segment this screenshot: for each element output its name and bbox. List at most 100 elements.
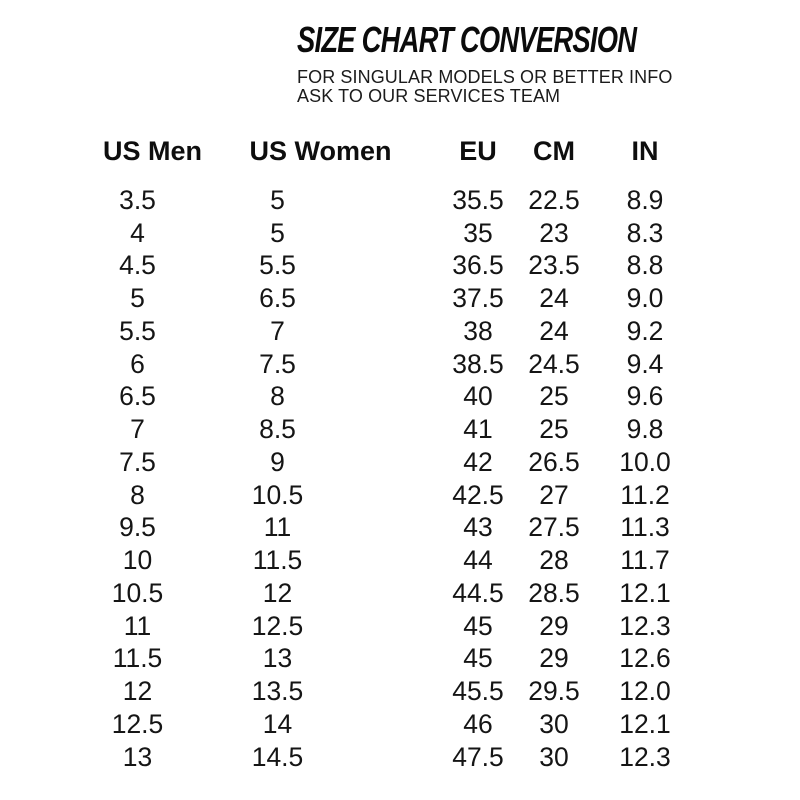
cell-cm: 28 <box>539 545 569 576</box>
cell-us-women: 12.5 <box>251 610 304 641</box>
cell-in: 8.3 <box>626 217 664 248</box>
cell-us-women: 13.5 <box>251 676 304 707</box>
cell-in: 12.3 <box>619 741 671 772</box>
header-cell-us-men: US Men <box>102 136 202 166</box>
cell-eu: 37.5 <box>452 283 504 314</box>
cell-us-men: 6.5 <box>119 381 156 412</box>
cell-eu: 42.5 <box>452 479 504 510</box>
cell-cm: 30 <box>539 708 569 739</box>
cell-us-women: 8 <box>270 381 285 412</box>
cell-in: 9.8 <box>626 414 664 445</box>
cell-eu: 35 <box>463 217 493 248</box>
cell-in: 11.7 <box>620 545 670 576</box>
cell-us-women: 7 <box>270 315 285 346</box>
cell-us-men: 9.5 <box>119 512 156 543</box>
size-table-body: 3.5 5 35.5 22.5 8.9 4 5 35 23 8.3 4.5 5.5 36.5 23.5 8.… <box>85 184 698 774</box>
table-row: 7 8.5 41 25 9.8 <box>85 413 698 446</box>
cell-eu: 36.5 <box>452 250 504 281</box>
table-row: 11 12.5 45 29 12.3 <box>85 610 698 643</box>
cell-eu: 44.5 <box>452 577 504 608</box>
cell-cm: 26.5 <box>528 446 580 477</box>
cell-cm: 25 <box>539 381 569 412</box>
cell-in: 12.3 <box>619 610 671 641</box>
cell-cm: 28.5 <box>528 577 580 608</box>
cell-us-men: 5.5 <box>119 315 156 346</box>
cell-cm: 22.5 <box>528 184 580 215</box>
header-cell-in: IN <box>631 136 659 166</box>
cell-us-men: 11 <box>123 610 152 641</box>
cell-cm: 29 <box>539 610 569 641</box>
cell-cm: 24.5 <box>528 348 580 379</box>
cell-in: 11.3 <box>620 512 670 543</box>
cell-us-men: 10.5 <box>111 577 164 608</box>
cell-us-women: 6.5 <box>259 283 296 314</box>
cell-eu: 45 <box>463 610 493 641</box>
cell-eu: 40 <box>463 381 493 412</box>
cell-cm: 27.5 <box>528 512 580 543</box>
cell-eu: 47.5 <box>452 741 504 772</box>
cell-us-men: 7 <box>130 414 145 445</box>
cell-eu: 38.5 <box>452 348 504 379</box>
cell-us-women: 14.5 <box>251 741 304 772</box>
table-row: 10.5 12 44.5 28.5 12.1 <box>85 577 698 610</box>
cell-cm: 27 <box>539 479 569 510</box>
cell-eu: 41 <box>463 414 493 445</box>
cell-in: 12.1 <box>619 577 671 608</box>
cell-us-women: 7.5 <box>259 348 296 379</box>
subtitle-line-1: FOR SINGULAR MODELS OR BETTER INFO <box>297 67 673 87</box>
cell-in: 10.0 <box>619 446 671 477</box>
cell-in: 9.2 <box>626 315 664 346</box>
cell-us-women: 10.5 <box>251 479 304 510</box>
header-cell-us-women: US Women <box>249 136 392 166</box>
table-row: 8 10.5 42.5 27 11.2 <box>85 479 698 512</box>
size-table-header: US Men US Women EU CM IN <box>85 136 698 166</box>
table-row: 10 11.5 44 28 11.7 <box>85 544 698 577</box>
cell-cm: 30 <box>539 741 569 772</box>
cell-cm: 29.5 <box>528 676 580 707</box>
cell-eu: 43 <box>463 512 493 543</box>
cell-us-men: 5 <box>130 283 145 314</box>
cell-cm: 23.5 <box>528 250 580 281</box>
cell-in: 11.2 <box>620 479 670 510</box>
cell-in: 12.0 <box>619 676 671 707</box>
cell-us-women: 9 <box>270 446 285 477</box>
cell-cm: 24 <box>539 315 569 346</box>
cell-us-men: 10 <box>122 545 153 576</box>
cell-eu: 46 <box>463 708 493 739</box>
cell-eu: 35.5 <box>452 184 504 215</box>
cell-eu: 42 <box>463 446 493 477</box>
cell-us-women: 5.5 <box>259 250 296 281</box>
cell-us-men: 4 <box>130 217 145 248</box>
table-row: 7.5 9 42 26.5 10.0 <box>85 446 698 479</box>
cell-us-women: 11.5 <box>252 545 303 576</box>
table-row: 11.5 13 45 29 12.6 <box>85 643 698 676</box>
table-row: 12.5 14 46 30 12.1 <box>85 708 698 741</box>
cell-in: 9.4 <box>626 348 664 379</box>
table-row: 5.5 7 38 24 9.2 <box>85 315 698 348</box>
cell-eu: 44 <box>463 545 493 576</box>
cell-us-women: 11 <box>263 512 292 543</box>
cell-in: 9.0 <box>626 283 664 314</box>
cell-us-men: 13 <box>122 741 153 772</box>
table-row: 4 5 35 23 8.3 <box>85 217 698 250</box>
cell-us-women: 5 <box>270 217 285 248</box>
cell-eu: 38 <box>463 315 493 346</box>
page-header: SIZE CHART CONVERSION FOR SINGULAR MODEL… <box>297 22 743 105</box>
cell-in: 9.6 <box>626 381 664 412</box>
cell-in: 8.8 <box>626 250 664 281</box>
table-row: 6 7.5 38.5 24.5 9.4 <box>85 348 698 381</box>
table-row: 4.5 5.5 36.5 23.5 8.8 <box>85 250 698 283</box>
cell-cm: 25 <box>539 414 569 445</box>
page-subtitle: FOR SINGULAR MODELS OR BETTER INFO ASK T… <box>297 68 743 105</box>
subtitle-line-2: ASK TO OUR SERVICES TEAM <box>297 85 561 106</box>
cell-in: 8.9 <box>626 184 664 215</box>
header-cell-cm: CM <box>533 136 575 166</box>
cell-eu: 45 <box>463 643 493 674</box>
table-row: 12 13.5 45.5 29.5 12.0 <box>85 675 698 708</box>
table-row: 13 14.5 47.5 30 12.3 <box>85 741 698 774</box>
cell-us-men: 8 <box>130 479 145 510</box>
cell-us-men: 12.5 <box>111 708 164 739</box>
cell-us-women: 8.5 <box>259 414 296 445</box>
cell-us-men: 6 <box>130 348 145 379</box>
table-row: 6.5 8 40 25 9.6 <box>85 381 698 414</box>
